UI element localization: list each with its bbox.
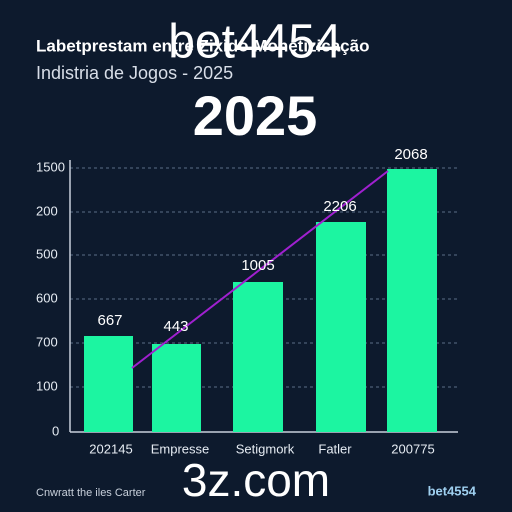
category-label: Fatler <box>318 441 352 456</box>
credit: Cnwratt the iles Carter <box>36 487 146 499</box>
subtitle: Indistria de Jogos - 2025 <box>36 63 233 83</box>
title: Labetprestam entre Zixido Monetizicação <box>36 36 369 55</box>
y-tick-label: 500 <box>36 246 58 261</box>
data-label: 443 <box>163 318 188 335</box>
y-tick-label: 1500 <box>36 159 65 174</box>
bar <box>387 169 437 432</box>
data-label: 1005 <box>241 257 274 274</box>
overlay-brand: bet4454 <box>168 16 342 69</box>
trend-line <box>131 170 389 369</box>
y-tick-label: 0 <box>52 423 59 438</box>
y-tick-label: 700 <box>36 334 58 349</box>
data-label: 2068 <box>394 146 427 163</box>
bar <box>84 336 133 432</box>
data-label: 2206 <box>323 198 356 215</box>
bar <box>316 222 366 432</box>
bar <box>233 282 283 432</box>
data-label: 667 <box>97 312 122 329</box>
domain: 3z.com <box>182 454 330 506</box>
y-tick-label: 600 <box>36 290 58 305</box>
y-tick-label: 200 <box>36 203 58 218</box>
year: 2025 <box>193 84 318 147</box>
category-label: Setigmork <box>236 441 295 456</box>
bar <box>152 344 201 432</box>
category-label: 200775 <box>391 441 434 456</box>
brand: bet4554 <box>428 483 477 498</box>
bars: 667 443 1005 2206 2068 202145 Empresse S… <box>84 146 437 456</box>
category-label: Empresse <box>151 441 210 456</box>
category-label: 202145 <box>89 441 132 456</box>
y-tick-label: 100 <box>36 378 58 393</box>
